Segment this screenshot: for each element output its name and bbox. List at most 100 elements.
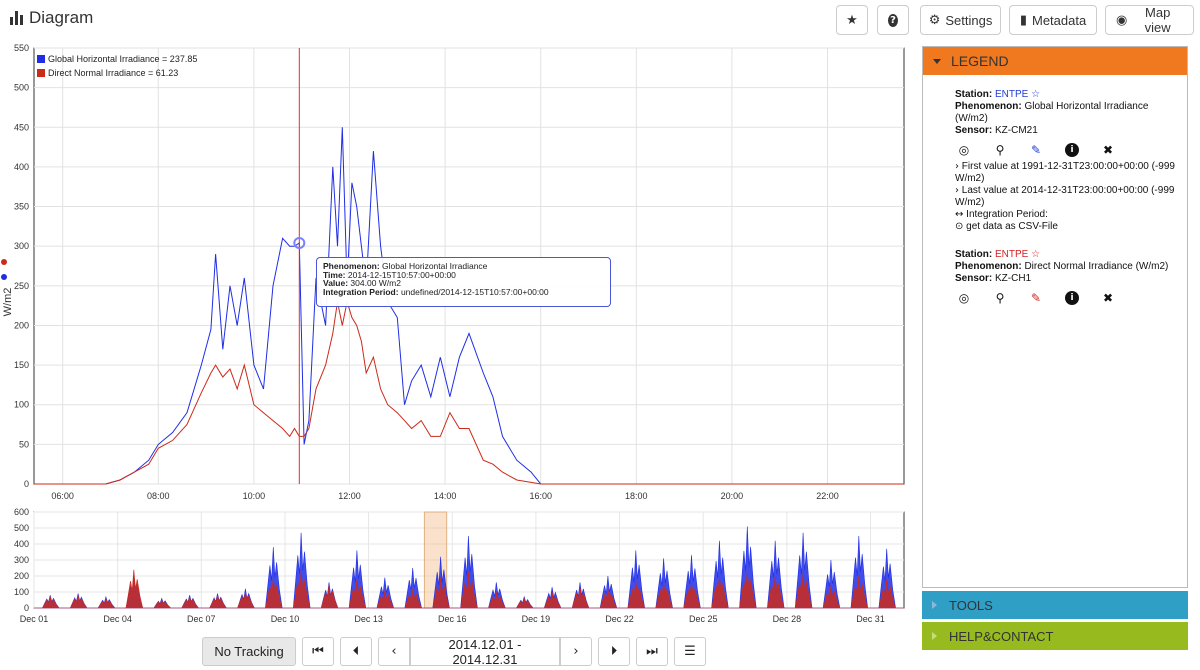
list-view-button[interactable]: ☰ — [674, 637, 706, 666]
overview-x-tick-label: Dec 25 — [689, 614, 718, 622]
x-tick-label: 12:00 — [338, 491, 361, 501]
integration-text: Integration Period: — [966, 209, 1048, 220]
pencil-icon[interactable]: ✎ — [1030, 143, 1042, 157]
metadata-label: Metadata — [1031, 12, 1087, 28]
help-title: HELP&CONTACT — [949, 628, 1054, 644]
csv-text: get data as CSV-File — [966, 221, 1058, 232]
caret-right-icon — [932, 601, 937, 609]
tooltip-phenomenon: Global Horizontal Irradiance — [382, 261, 488, 271]
bar-chart-icon — [10, 11, 23, 25]
y-tick-label: 500 — [14, 83, 29, 93]
overview-chart[interactable]: 0 100 200 300 400 500 600 Dec 01 Dec 04 Dec 07 De… — [0, 506, 912, 622]
arrows-h-icon: ↔ — [955, 209, 964, 220]
tooltip-integration-key: Integration Period: — [323, 286, 399, 297]
map-view-label: Map view — [1144, 5, 1171, 35]
no-tracking-button[interactable]: No Tracking — [202, 637, 296, 666]
overview-y-tick-label: 300 — [14, 555, 29, 565]
fast-backward-icon: ⏮ — [312, 644, 324, 659]
legend-dn: Direct Normal Irradiance = 61.23 — [48, 68, 178, 78]
overview-area-dn — [34, 569, 904, 609]
series-line-gh — [34, 127, 904, 485]
y-tick-label: 200 — [14, 320, 29, 330]
chevron-right-icon: › — [573, 644, 579, 659]
csv-download-link[interactable]: ⊙ get data as CSV-File — [955, 221, 1177, 233]
close-icon[interactable]: ✖ — [1102, 143, 1114, 157]
step-forward-icon: ⏵ — [610, 644, 618, 659]
legend-swatch-gh — [37, 55, 45, 63]
pencil-icon[interactable]: ✎ — [1030, 291, 1042, 305]
overview-y-tick-label: 200 — [14, 571, 29, 581]
star-icon: ★ — [846, 12, 858, 28]
gear-icon: ⚙ — [928, 12, 941, 28]
star-outline-icon[interactable]: ☆ — [1031, 89, 1041, 100]
legend-header[interactable]: LEGEND — [923, 47, 1187, 75]
overview-x-tick-label: Dec 31 — [856, 614, 885, 622]
y-tick-label: 0 — [24, 479, 29, 489]
tooltip-value: 304.00 W/m2 — [350, 278, 401, 288]
overview-x-tick-label: Dec 10 — [271, 614, 300, 622]
eye-slash-icon[interactable]: ◎ — [958, 291, 970, 305]
step-backward-icon: ⏴ — [352, 644, 360, 659]
jump-start-button[interactable]: ⏮ — [302, 637, 334, 666]
metadata-button[interactable]: ▮ Metadata — [1009, 5, 1097, 35]
y-tick-label: 50 — [19, 439, 29, 449]
overview-x-tick-label: Dec 04 — [103, 614, 132, 622]
time-navigation: No Tracking ⏮ ⏴ ‹ 2014.12.01 - 2014.12.3… — [202, 637, 712, 667]
next-button[interactable]: › — [560, 637, 592, 666]
info-icon[interactable]: i — [1065, 143, 1079, 157]
x-tick-label: 22:00 — [816, 491, 839, 501]
gh-series-marker — [1, 274, 7, 280]
help-button[interactable]: ? — [877, 5, 909, 35]
map-marker-icon[interactable]: ⚲ — [995, 291, 1005, 305]
question-icon: ? — [888, 13, 898, 27]
first-value-line[interactable]: › First value at 1991-12-31T23:00:00+00:… — [955, 161, 1177, 185]
app-title-text: Diagram — [29, 8, 94, 27]
y-axis-label: W/m2 — [2, 288, 14, 317]
star-outline-icon[interactable]: ☆ — [1031, 249, 1041, 260]
step-forward-button[interactable]: ⏵ — [598, 637, 630, 666]
phenomenon-value: Global Horizontal Irradiance (W/m2) — [955, 101, 1149, 124]
phenomenon-key: Phenomenon: — [955, 101, 1022, 112]
overview-y-tick-label: 400 — [14, 539, 29, 549]
sensor-key: Sensor: — [955, 125, 993, 136]
help-section-header[interactable]: HELP&CONTACT — [922, 622, 1188, 650]
y-tick-label: 250 — [14, 281, 29, 291]
x-tick-label: 16:00 — [529, 491, 552, 501]
tools-section-header[interactable]: TOOLS — [922, 591, 1188, 619]
station-link[interactable]: ENTPE — [995, 89, 1029, 100]
list-icon: ☰ — [684, 644, 696, 659]
close-icon[interactable]: ✖ — [1102, 291, 1114, 305]
chevron-right-icon: › — [955, 185, 959, 196]
tooltip-phenomenon-key: Phenomenon: — [323, 261, 380, 271]
y-tick-label: 300 — [14, 241, 29, 251]
date-range-button[interactable]: 2014.12.01 - 2014.12.31 — [410, 637, 560, 667]
eye-slash-icon[interactable]: ◎ — [958, 143, 970, 157]
phenomenon-key: Phenomenon: — [955, 261, 1022, 272]
legend-entry-dn: Station: ENTPE ☆ Phenomenon: Direct Norm… — [955, 249, 1177, 309]
step-back-button[interactable]: ⏴ — [340, 637, 372, 666]
jump-end-button[interactable]: ⏭ — [636, 637, 668, 666]
station-link[interactable]: ENTPE — [995, 249, 1029, 260]
overview-x-tick-label: Dec 07 — [187, 614, 216, 622]
favorite-button[interactable]: ★ — [836, 5, 868, 35]
map-marker-icon[interactable]: ⚲ — [995, 143, 1005, 157]
chart-legend: Global Horizontal Irradiance = 237.85 Di… — [37, 54, 197, 78]
fast-forward-icon: ⏭ — [646, 644, 658, 659]
x-tick-label: 08:00 — [147, 491, 170, 501]
app-title: Diagram — [10, 8, 93, 28]
settings-button[interactable]: ⚙ Settings — [920, 5, 1001, 35]
previous-button[interactable]: ‹ — [378, 637, 410, 666]
data-tooltip: Phenomenon: Global Horizontal Irradiance… — [316, 257, 611, 307]
overview-x-tick-label: Dec 22 — [605, 614, 634, 622]
overview-y-tick-label: 100 — [14, 587, 29, 597]
legend-entry-gh: Station: ENTPE ☆ Phenomenon: Global Hori… — [955, 89, 1177, 233]
station-key: Station: — [955, 89, 993, 100]
caret-down-icon — [933, 58, 941, 64]
info-icon[interactable]: i — [1065, 291, 1079, 305]
x-tick-label: 10:00 — [243, 491, 266, 501]
y-tick-label: 350 — [14, 202, 29, 212]
last-value-line[interactable]: › Last value at 2014-12-31T23:00:00+00:0… — [955, 185, 1177, 209]
map-view-button[interactable]: ◉ Map view — [1105, 5, 1194, 35]
download-icon: ⊙ — [955, 221, 964, 232]
main-chart[interactable]: 0 50 100 150 200 250 300 350 400 450 500 550 06:00 0… — [0, 40, 912, 550]
